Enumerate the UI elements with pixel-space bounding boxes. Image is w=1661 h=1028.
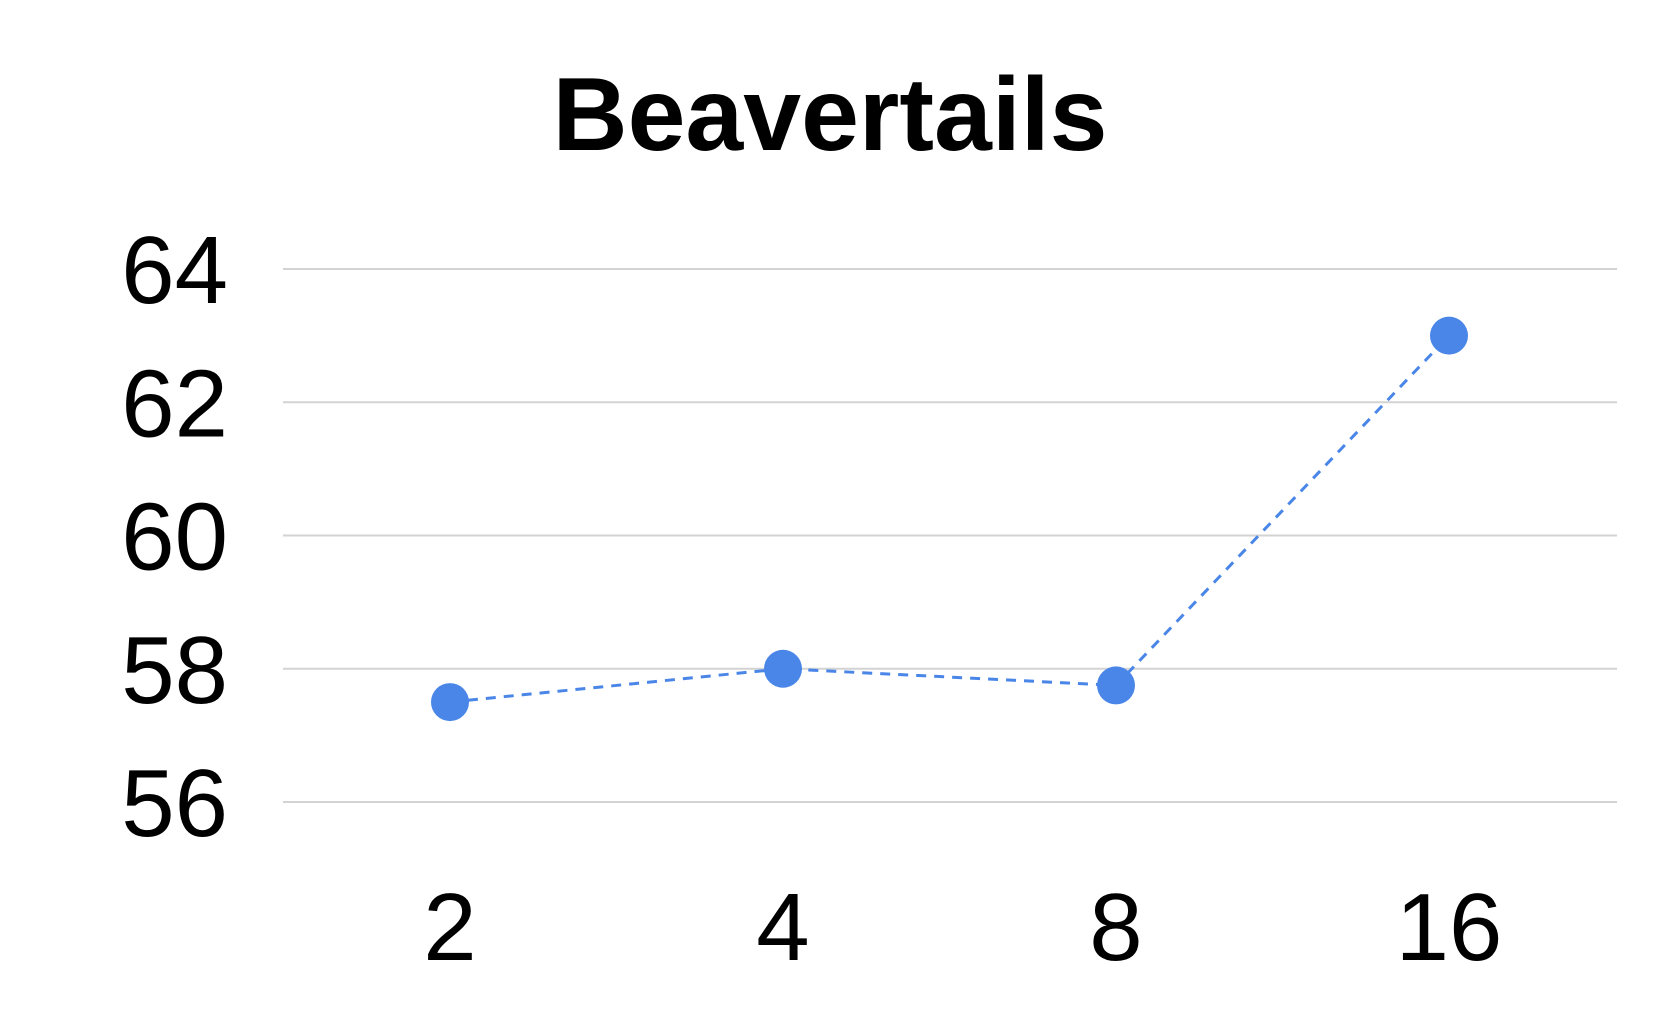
data-points bbox=[431, 316, 1468, 722]
x-tick-label: 16 bbox=[1396, 874, 1503, 981]
chart-title: Beavertails bbox=[552, 57, 1107, 173]
grid-lines bbox=[283, 268, 1617, 803]
data-point bbox=[764, 649, 802, 688]
series-line bbox=[449, 334, 1451, 704]
y-tick-label: 58 bbox=[121, 617, 228, 724]
x-tick-label: 2 bbox=[423, 874, 476, 981]
data-point bbox=[1430, 316, 1468, 355]
x-tick-label: 8 bbox=[1089, 874, 1142, 981]
y-tick-label: 60 bbox=[121, 484, 228, 591]
data-point bbox=[1097, 666, 1135, 705]
y-axis-ticks: 56 58 60 62 64 bbox=[121, 217, 228, 857]
x-axis-ticks: 2 4 8 16 bbox=[423, 874, 1502, 981]
series-layer bbox=[449, 334, 1451, 704]
data-point bbox=[431, 683, 469, 722]
y-tick-label: 64 bbox=[121, 217, 228, 324]
y-tick-label: 62 bbox=[121, 350, 228, 457]
x-tick-label: 4 bbox=[756, 874, 809, 981]
y-tick-label: 56 bbox=[121, 750, 228, 857]
